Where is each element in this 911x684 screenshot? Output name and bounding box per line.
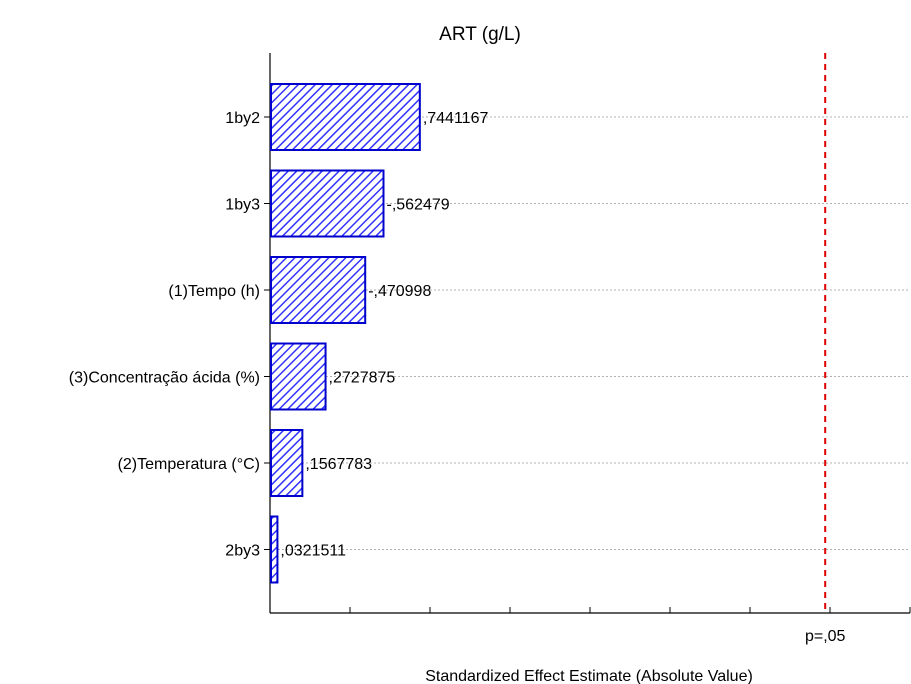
category-label: 1by3 [225,197,260,214]
significance-label: p=,05 [805,628,846,645]
data-label: -,562479 [386,197,449,214]
bar [270,169,385,238]
data-label: ,0321511 [280,543,346,560]
data-label: ,1567783 [305,456,372,473]
bar [270,342,327,411]
category-label: (2)Temperatura (°C) [118,456,260,473]
category-label: 1by2 [225,110,260,127]
data-label: ,7441167 [423,110,489,127]
bar [270,256,367,324]
bar [270,515,279,584]
data-label: -,470998 [368,283,431,300]
category-label: (1)Tempo (h) [168,283,260,300]
category-label: 2by3 [225,543,260,560]
bar [270,429,304,497]
bar [270,83,421,151]
chart-title: ART (g/L) [439,24,521,45]
data-label: ,2727875 [329,370,396,387]
x-axis-label: Standardized Effect Estimate (Absolute V… [425,668,753,684]
category-label: (3)Concentração ácida (%) [69,370,260,387]
